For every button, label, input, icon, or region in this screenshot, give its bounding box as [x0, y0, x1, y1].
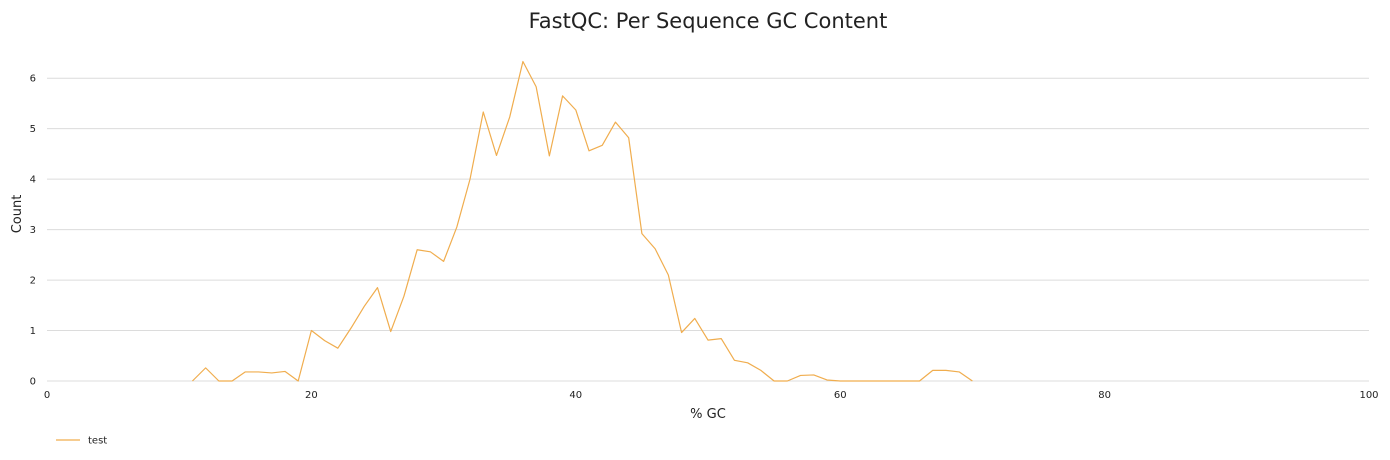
x-tick-label: 20 [305, 390, 318, 401]
x-tick-label: 40 [569, 390, 582, 401]
y-tick-label: 1 [30, 326, 36, 337]
chart-title: FastQC: Per Sequence GC Content [529, 9, 888, 33]
x-axis-label: % GC [690, 407, 726, 422]
x-tick-label: 100 [1359, 390, 1378, 401]
y-tick-label: 3 [30, 225, 36, 236]
series-layer [191, 60, 973, 382]
y-tick-label: 6 [30, 74, 36, 85]
x-tick-label: 0 [44, 390, 50, 401]
grid-lines [47, 77, 1369, 332]
series-line-test[interactable] [191, 60, 973, 382]
x-tick-label: 80 [1098, 390, 1111, 401]
x-tick-label: 60 [834, 390, 847, 401]
y-tick-label: 4 [30, 175, 36, 186]
x-axis-ticks: 0 20 40 60 80 100 [44, 390, 1379, 401]
legend[interactable]: test [56, 436, 107, 447]
y-tick-label: 2 [30, 276, 36, 287]
y-axis-label: Count [10, 195, 25, 234]
y-axis-ticks: 0 1 2 3 4 5 6 [30, 74, 36, 388]
y-tick-label: 0 [30, 377, 36, 388]
legend-label: test [88, 436, 107, 447]
y-tick-label: 5 [30, 124, 36, 135]
